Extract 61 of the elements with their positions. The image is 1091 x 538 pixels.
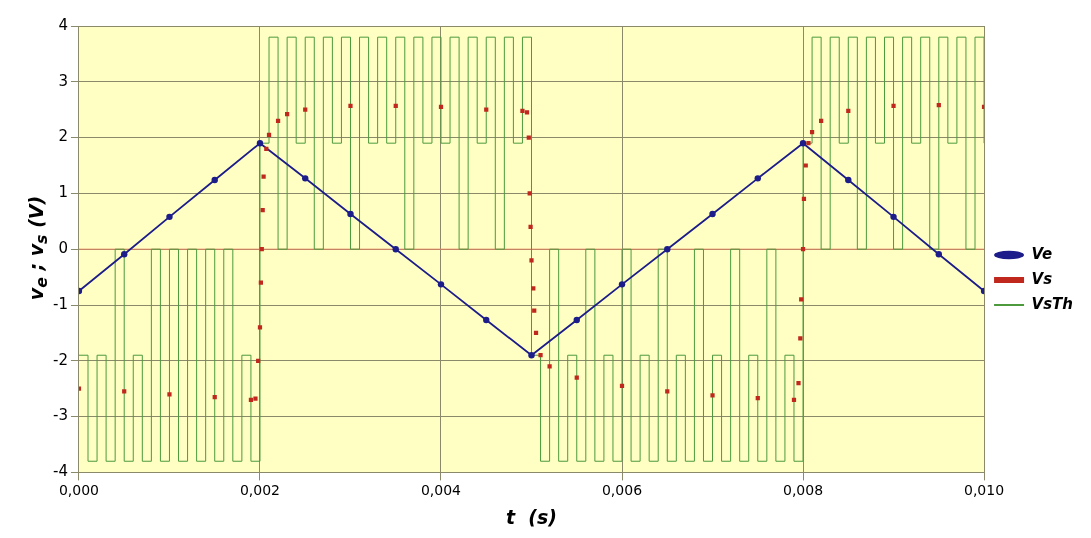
point (483, 316, 490, 324)
point (348, 103, 353, 108)
point (392, 246, 399, 253)
point (665, 389, 670, 394)
y-tick-label: 0 (58, 239, 68, 258)
point (796, 381, 801, 386)
x-tick-label: 0,004 (420, 482, 462, 499)
point (529, 258, 534, 263)
y-tick-label: 2 (58, 127, 68, 146)
point (256, 139, 264, 147)
point (347, 210, 354, 218)
x-tick-label: 0,002 (239, 482, 281, 499)
x-tick-label: 0,006 (601, 482, 643, 499)
point (547, 364, 552, 369)
y-tick-label: -1 (52, 294, 68, 313)
point (803, 163, 808, 168)
y-tick-label: -4 (52, 462, 68, 481)
point (253, 396, 258, 401)
point (302, 175, 309, 182)
point (520, 108, 525, 113)
point (528, 224, 533, 229)
point (573, 316, 580, 324)
x-tick-label: 0,008 (782, 482, 824, 499)
point (538, 353, 543, 358)
point (664, 246, 671, 253)
y-tick-label: 3 (58, 71, 68, 90)
legend-label: VsTh (1031, 294, 1074, 313)
point (261, 174, 266, 179)
y-tick-label: 4 (58, 15, 68, 34)
x-tick-label: 0,010 (964, 482, 1005, 499)
point (798, 336, 803, 341)
x-tick-label: 0,000 (58, 482, 99, 499)
point (524, 110, 530, 115)
point (806, 141, 811, 146)
point (437, 281, 445, 288)
point (122, 389, 127, 394)
x-axis-title: t (s) (506, 505, 557, 528)
point (166, 213, 173, 221)
point (211, 176, 218, 184)
point (526, 135, 531, 140)
point (618, 281, 626, 288)
point (754, 175, 761, 182)
point (121, 251, 128, 258)
y-tick-label: 1 (58, 183, 68, 202)
point (799, 297, 804, 302)
y-tick-label: -3 (52, 406, 68, 425)
legend-label: Ve (1031, 244, 1053, 263)
point (891, 103, 896, 108)
point (574, 375, 579, 380)
point (167, 392, 172, 397)
y-tick-label: -2 (52, 350, 68, 369)
point (532, 308, 537, 313)
point (710, 393, 715, 398)
point (890, 213, 897, 221)
point (528, 352, 535, 359)
legend-label: Vs (1031, 269, 1053, 288)
point (935, 251, 942, 258)
point (845, 176, 852, 184)
point (709, 210, 716, 218)
point (799, 139, 807, 147)
point (527, 191, 532, 196)
